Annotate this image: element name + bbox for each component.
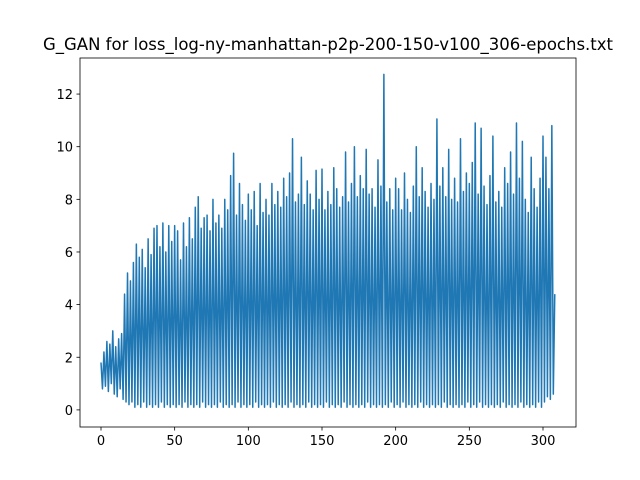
x-tick-label: 250 — [457, 434, 482, 449]
plot-frame — [79, 57, 577, 428]
x-tick-label: 0 — [97, 434, 105, 449]
y-tick-label: 10 — [56, 141, 73, 156]
x-tick-label: 150 — [310, 434, 335, 449]
y-tick-label: 2 — [65, 351, 73, 366]
data-line — [100, 73, 556, 409]
x-tick-label: 100 — [236, 434, 261, 449]
chart-title: G_GAN for loss_log-ny-manhattan-p2p-200-… — [43, 35, 614, 55]
x-tick-label: 300 — [531, 434, 556, 449]
y-tick-label: 8 — [65, 193, 73, 208]
x-tick-label: 200 — [383, 434, 408, 449]
y-tick-label: 12 — [56, 88, 73, 103]
y-tick-label: 4 — [65, 299, 73, 314]
y-tick-label: 0 — [65, 404, 73, 419]
y-tick-label: 6 — [65, 246, 73, 261]
x-tick-label: 50 — [166, 434, 183, 449]
